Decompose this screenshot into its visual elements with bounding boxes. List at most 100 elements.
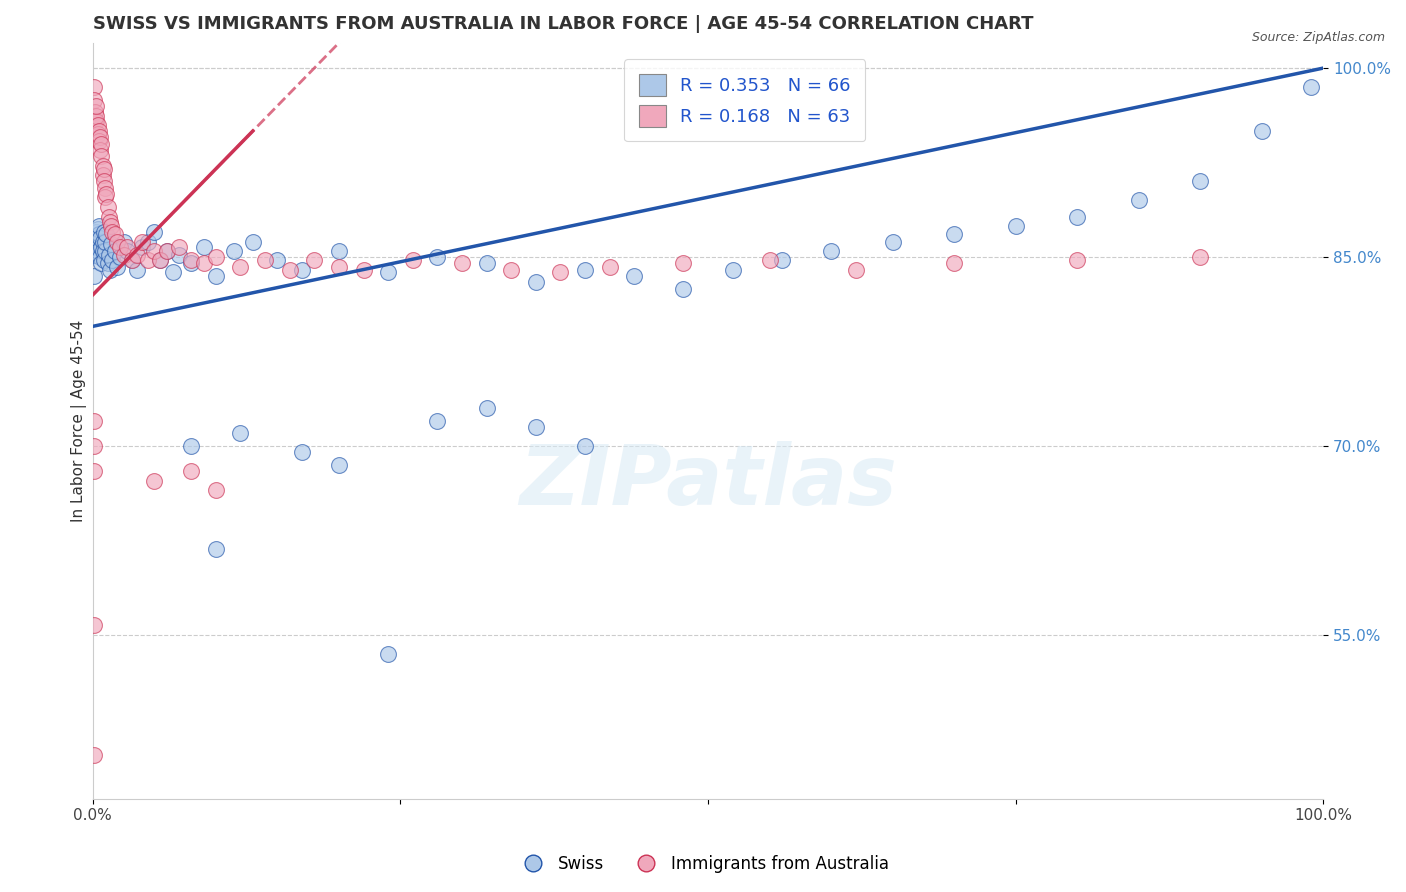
- Point: [98, 215, 121, 229]
- Point: [117, 240, 139, 254]
- Point: [672, 281, 695, 295]
- Point: [721, 262, 744, 277]
- Point: [89, 231, 111, 245]
- Point: [87, 222, 110, 236]
- Point: [328, 260, 350, 274]
- Point: [91, 244, 114, 258]
- Point: [93, 252, 115, 267]
- Point: [143, 475, 166, 489]
- Point: [94, 189, 117, 203]
- Point: [97, 200, 120, 214]
- Point: [101, 252, 124, 267]
- Point: [90, 136, 112, 151]
- Point: [426, 414, 449, 428]
- Point: [83, 618, 105, 632]
- Point: [205, 268, 228, 283]
- Point: [87, 134, 110, 148]
- Legend: R = 0.353   N = 66, R = 0.168   N = 63: R = 0.353 N = 66, R = 0.168 N = 63: [624, 60, 866, 142]
- Point: [377, 265, 399, 279]
- Point: [1299, 80, 1322, 95]
- Point: [94, 235, 117, 249]
- Point: [1004, 219, 1026, 233]
- Point: [89, 143, 111, 157]
- Point: [136, 252, 159, 267]
- Point: [167, 240, 190, 254]
- Point: [524, 275, 547, 289]
- Point: [426, 250, 449, 264]
- Point: [97, 210, 120, 224]
- Point: [180, 256, 202, 270]
- Point: [127, 247, 149, 261]
- Point: [84, 235, 107, 249]
- Legend: Swiss, Immigrants from Australia: Swiss, Immigrants from Australia: [510, 848, 896, 880]
- Point: [143, 225, 166, 239]
- Point: [1189, 174, 1212, 188]
- Point: [87, 124, 110, 138]
- Point: [205, 542, 228, 557]
- Point: [451, 256, 474, 270]
- Point: [149, 252, 172, 267]
- Point: [943, 227, 966, 242]
- Point: [90, 149, 112, 163]
- Y-axis label: In Labor Force | Age 45-54: In Labor Force | Age 45-54: [72, 319, 87, 522]
- Point: [758, 252, 780, 267]
- Point: [104, 244, 127, 258]
- Point: [205, 483, 228, 497]
- Point: [86, 99, 108, 113]
- Point: [86, 225, 108, 239]
- Point: [121, 252, 143, 267]
- Point: [83, 464, 105, 478]
- Point: [882, 235, 904, 249]
- Point: [1066, 210, 1088, 224]
- Point: [108, 250, 131, 264]
- Point: [89, 130, 111, 145]
- Point: [86, 114, 108, 128]
- Point: [845, 262, 868, 277]
- Point: [328, 458, 350, 472]
- Point: [100, 219, 122, 233]
- Point: [94, 244, 117, 258]
- Point: [84, 114, 107, 128]
- Point: [112, 247, 135, 261]
- Point: [149, 252, 172, 267]
- Point: [180, 464, 202, 478]
- Point: [86, 109, 108, 123]
- Point: [87, 219, 110, 233]
- Point: [108, 240, 131, 254]
- Point: [180, 252, 202, 267]
- Point: [205, 250, 228, 264]
- Point: [599, 260, 621, 274]
- Point: [112, 235, 135, 249]
- Text: SWISS VS IMMIGRANTS FROM AUSTRALIA IN LABOR FORCE | AGE 45-54 CORRELATION CHART: SWISS VS IMMIGRANTS FROM AUSTRALIA IN LA…: [93, 15, 1033, 33]
- Point: [97, 247, 120, 261]
- Point: [291, 262, 314, 277]
- Point: [328, 244, 350, 258]
- Point: [136, 235, 159, 249]
- Point: [89, 250, 111, 264]
- Point: [143, 244, 166, 258]
- Point: [278, 262, 301, 277]
- Point: [156, 244, 179, 258]
- Text: ZIPatlas: ZIPatlas: [519, 441, 897, 522]
- Point: [501, 262, 523, 277]
- Point: [87, 127, 110, 141]
- Point: [770, 252, 793, 267]
- Point: [96, 187, 118, 202]
- Point: [100, 237, 122, 252]
- Point: [93, 161, 115, 176]
- Point: [672, 256, 695, 270]
- Point: [87, 227, 110, 242]
- Point: [353, 262, 375, 277]
- Point: [266, 252, 288, 267]
- Point: [131, 240, 153, 254]
- Point: [224, 244, 246, 258]
- Point: [242, 235, 264, 249]
- Text: Source: ZipAtlas.com: Source: ZipAtlas.com: [1251, 31, 1385, 45]
- Point: [84, 105, 107, 120]
- Point: [475, 401, 498, 416]
- Point: [83, 93, 105, 107]
- Point: [83, 80, 105, 95]
- Point: [127, 262, 149, 277]
- Point: [121, 252, 143, 267]
- Point: [574, 262, 596, 277]
